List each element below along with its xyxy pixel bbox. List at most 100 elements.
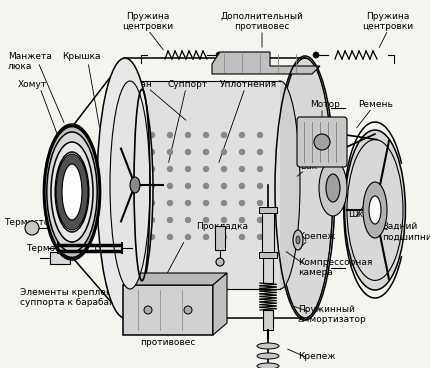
- Circle shape: [258, 149, 262, 155]
- Circle shape: [240, 234, 245, 240]
- Text: ТЭН: ТЭН: [92, 244, 111, 253]
- FancyBboxPatch shape: [259, 252, 277, 258]
- Text: Крышка: Крышка: [62, 52, 101, 61]
- Circle shape: [150, 234, 154, 240]
- Text: Мотор: Мотор: [310, 100, 340, 109]
- Circle shape: [258, 184, 262, 188]
- Circle shape: [150, 217, 154, 223]
- FancyBboxPatch shape: [297, 117, 347, 167]
- Circle shape: [240, 184, 245, 188]
- Circle shape: [258, 201, 262, 205]
- Text: Уплотнения: Уплотнения: [220, 80, 277, 89]
- Text: Крепеж: Крепеж: [298, 352, 335, 361]
- Ellipse shape: [344, 130, 405, 290]
- Text: Суппорт: Суппорт: [168, 80, 208, 89]
- Ellipse shape: [184, 306, 192, 314]
- Polygon shape: [213, 273, 227, 335]
- Ellipse shape: [55, 152, 89, 232]
- Circle shape: [203, 149, 209, 155]
- Ellipse shape: [319, 160, 347, 216]
- Circle shape: [168, 234, 172, 240]
- Text: Бак: Бак: [300, 162, 317, 171]
- Circle shape: [185, 149, 190, 155]
- FancyBboxPatch shape: [123, 285, 213, 335]
- Circle shape: [258, 234, 262, 240]
- Text: Барабан: Барабан: [112, 80, 152, 89]
- FancyBboxPatch shape: [215, 226, 225, 250]
- Circle shape: [240, 217, 245, 223]
- Polygon shape: [212, 52, 320, 74]
- Circle shape: [203, 184, 209, 188]
- Circle shape: [258, 217, 262, 223]
- Circle shape: [203, 132, 209, 138]
- Ellipse shape: [56, 154, 88, 230]
- Text: Пружина
центровки: Пружина центровки: [123, 12, 174, 31]
- Circle shape: [168, 217, 172, 223]
- Text: Пружинный
аммортизатор: Пружинный аммортизатор: [298, 305, 367, 325]
- Circle shape: [185, 184, 190, 188]
- Text: Термистор: Термистор: [4, 218, 55, 227]
- Ellipse shape: [257, 343, 279, 349]
- Text: Компрессорная
камера: Компрессорная камера: [298, 258, 372, 277]
- Circle shape: [185, 132, 190, 138]
- Circle shape: [203, 217, 209, 223]
- Circle shape: [221, 201, 227, 205]
- Ellipse shape: [313, 52, 319, 58]
- Circle shape: [240, 201, 245, 205]
- Text: Дополнительный
противовес: Дополнительный противовес: [221, 12, 304, 31]
- Ellipse shape: [257, 363, 279, 368]
- Text: Задний
подшипник: Задний подшипник: [382, 222, 430, 241]
- Polygon shape: [123, 273, 227, 285]
- FancyBboxPatch shape: [262, 210, 274, 255]
- Circle shape: [221, 166, 227, 171]
- Circle shape: [240, 149, 245, 155]
- Text: Крепеж: Крепеж: [298, 232, 335, 241]
- Circle shape: [258, 166, 262, 171]
- Circle shape: [203, 166, 209, 171]
- Ellipse shape: [25, 221, 39, 235]
- Circle shape: [168, 149, 172, 155]
- Text: Элементы крепления
суппорта к барабану: Элементы крепления суппорта к барабану: [20, 288, 123, 307]
- FancyBboxPatch shape: [263, 255, 273, 283]
- Ellipse shape: [130, 177, 140, 193]
- Circle shape: [185, 166, 190, 171]
- Ellipse shape: [293, 230, 303, 250]
- FancyBboxPatch shape: [263, 310, 273, 330]
- Text: Хомут: Хомут: [18, 80, 47, 89]
- Circle shape: [150, 184, 154, 188]
- Circle shape: [150, 201, 154, 205]
- Circle shape: [168, 166, 172, 171]
- Ellipse shape: [216, 52, 222, 58]
- Text: Термостат: Термостат: [26, 244, 77, 253]
- FancyBboxPatch shape: [130, 81, 280, 289]
- Circle shape: [240, 132, 245, 138]
- Text: Ремень: Ремень: [358, 100, 393, 109]
- Circle shape: [168, 201, 172, 205]
- Circle shape: [221, 234, 227, 240]
- Ellipse shape: [369, 196, 381, 224]
- Text: Нижний
противовес: Нижний противовес: [140, 328, 196, 347]
- Circle shape: [168, 132, 172, 138]
- Circle shape: [185, 234, 190, 240]
- Circle shape: [168, 184, 172, 188]
- Circle shape: [203, 234, 209, 240]
- FancyBboxPatch shape: [259, 207, 277, 213]
- Ellipse shape: [363, 182, 387, 238]
- Text: Шкив: Шкив: [348, 210, 375, 219]
- Ellipse shape: [97, 58, 153, 318]
- Circle shape: [150, 149, 154, 155]
- Ellipse shape: [326, 174, 340, 202]
- Circle shape: [221, 217, 227, 223]
- Ellipse shape: [144, 306, 152, 314]
- Ellipse shape: [277, 58, 333, 318]
- Ellipse shape: [314, 134, 330, 150]
- Circle shape: [221, 149, 227, 155]
- Circle shape: [150, 132, 154, 138]
- Text: Прокладка: Прокладка: [196, 222, 248, 231]
- Ellipse shape: [47, 132, 97, 252]
- Ellipse shape: [257, 353, 279, 359]
- Ellipse shape: [62, 164, 82, 220]
- Ellipse shape: [110, 81, 150, 289]
- Circle shape: [185, 201, 190, 205]
- Circle shape: [221, 132, 227, 138]
